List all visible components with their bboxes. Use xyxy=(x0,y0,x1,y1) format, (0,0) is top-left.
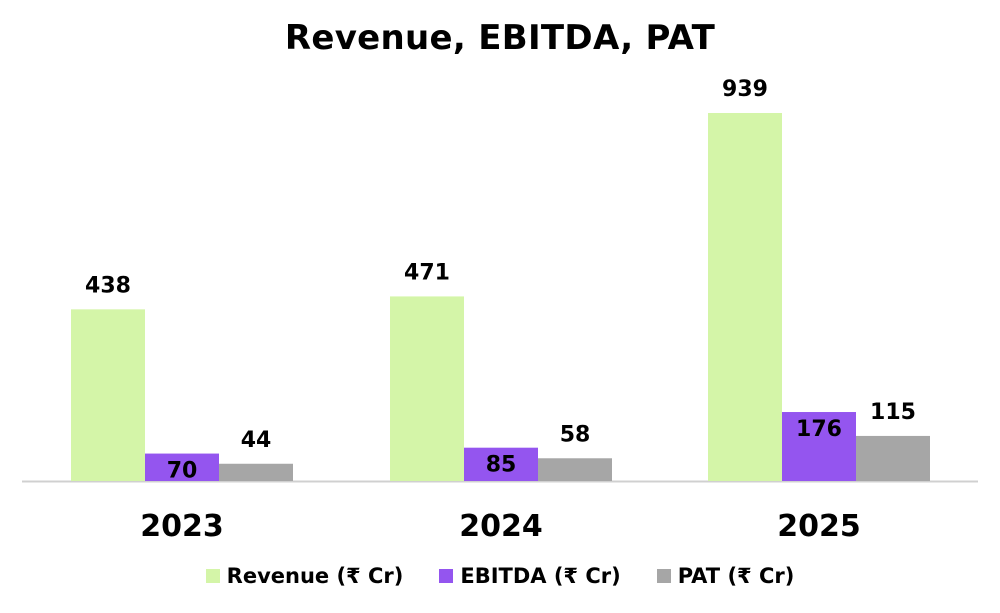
bar-revenue-2024 xyxy=(390,296,464,481)
bar-revenue-2025 xyxy=(708,113,782,481)
bar-pat-2024 xyxy=(538,458,612,481)
bar-chart: 438 70 44 471 85 58 939 176 115 2023 2024 2025 xyxy=(22,77,978,544)
data-label-ebitda-2024: 85 xyxy=(486,453,517,478)
data-label-pat-2024: 58 xyxy=(560,422,591,447)
bar-pat-2025 xyxy=(856,435,930,481)
legend-label-ebitda: EBITDA (₹ Cr) xyxy=(460,564,621,588)
bar-ebitda-2023 xyxy=(145,453,219,481)
bar-pat-2023 xyxy=(219,463,293,481)
legend-swatch-ebitda xyxy=(439,569,454,583)
legend-item-revenue: Revenue (₹ Cr) xyxy=(205,564,404,588)
data-label-pat-2023: 44 xyxy=(241,428,272,453)
legend-label-pat: PAT (₹ Cr) xyxy=(677,564,795,588)
data-label-pat-2025: 115 xyxy=(870,400,916,425)
bar-revenue-2023 xyxy=(71,309,145,481)
x-tick-label-2024: 2024 xyxy=(459,509,543,544)
data-label-revenue-2023: 438 xyxy=(85,273,131,298)
x-tick-label-2023: 2023 xyxy=(140,509,224,544)
data-label-revenue-2025: 939 xyxy=(722,77,768,102)
data-label-revenue-2024: 471 xyxy=(404,260,450,285)
bar-ebitda-2024 xyxy=(464,447,538,481)
bar-ebitda-2025 xyxy=(782,412,856,481)
legend-label-revenue: Revenue (₹ Cr) xyxy=(226,564,404,588)
legend-item-ebitda: EBITDA (₹ Cr) xyxy=(439,564,621,588)
data-label-ebitda-2025: 176 xyxy=(796,417,842,442)
x-tick-label-2025: 2025 xyxy=(777,509,861,544)
legend-item-pat: PAT (₹ Cr) xyxy=(656,564,795,588)
legend-swatch-revenue xyxy=(205,569,220,583)
legend: Revenue (₹ Cr) EBITDA (₹ Cr) PAT (₹ Cr) xyxy=(0,564,1000,588)
chart-title: Revenue, EBITDA, PAT xyxy=(284,18,716,58)
legend-swatch-pat xyxy=(656,569,671,583)
data-label-ebitda-2023: 70 xyxy=(167,459,198,484)
